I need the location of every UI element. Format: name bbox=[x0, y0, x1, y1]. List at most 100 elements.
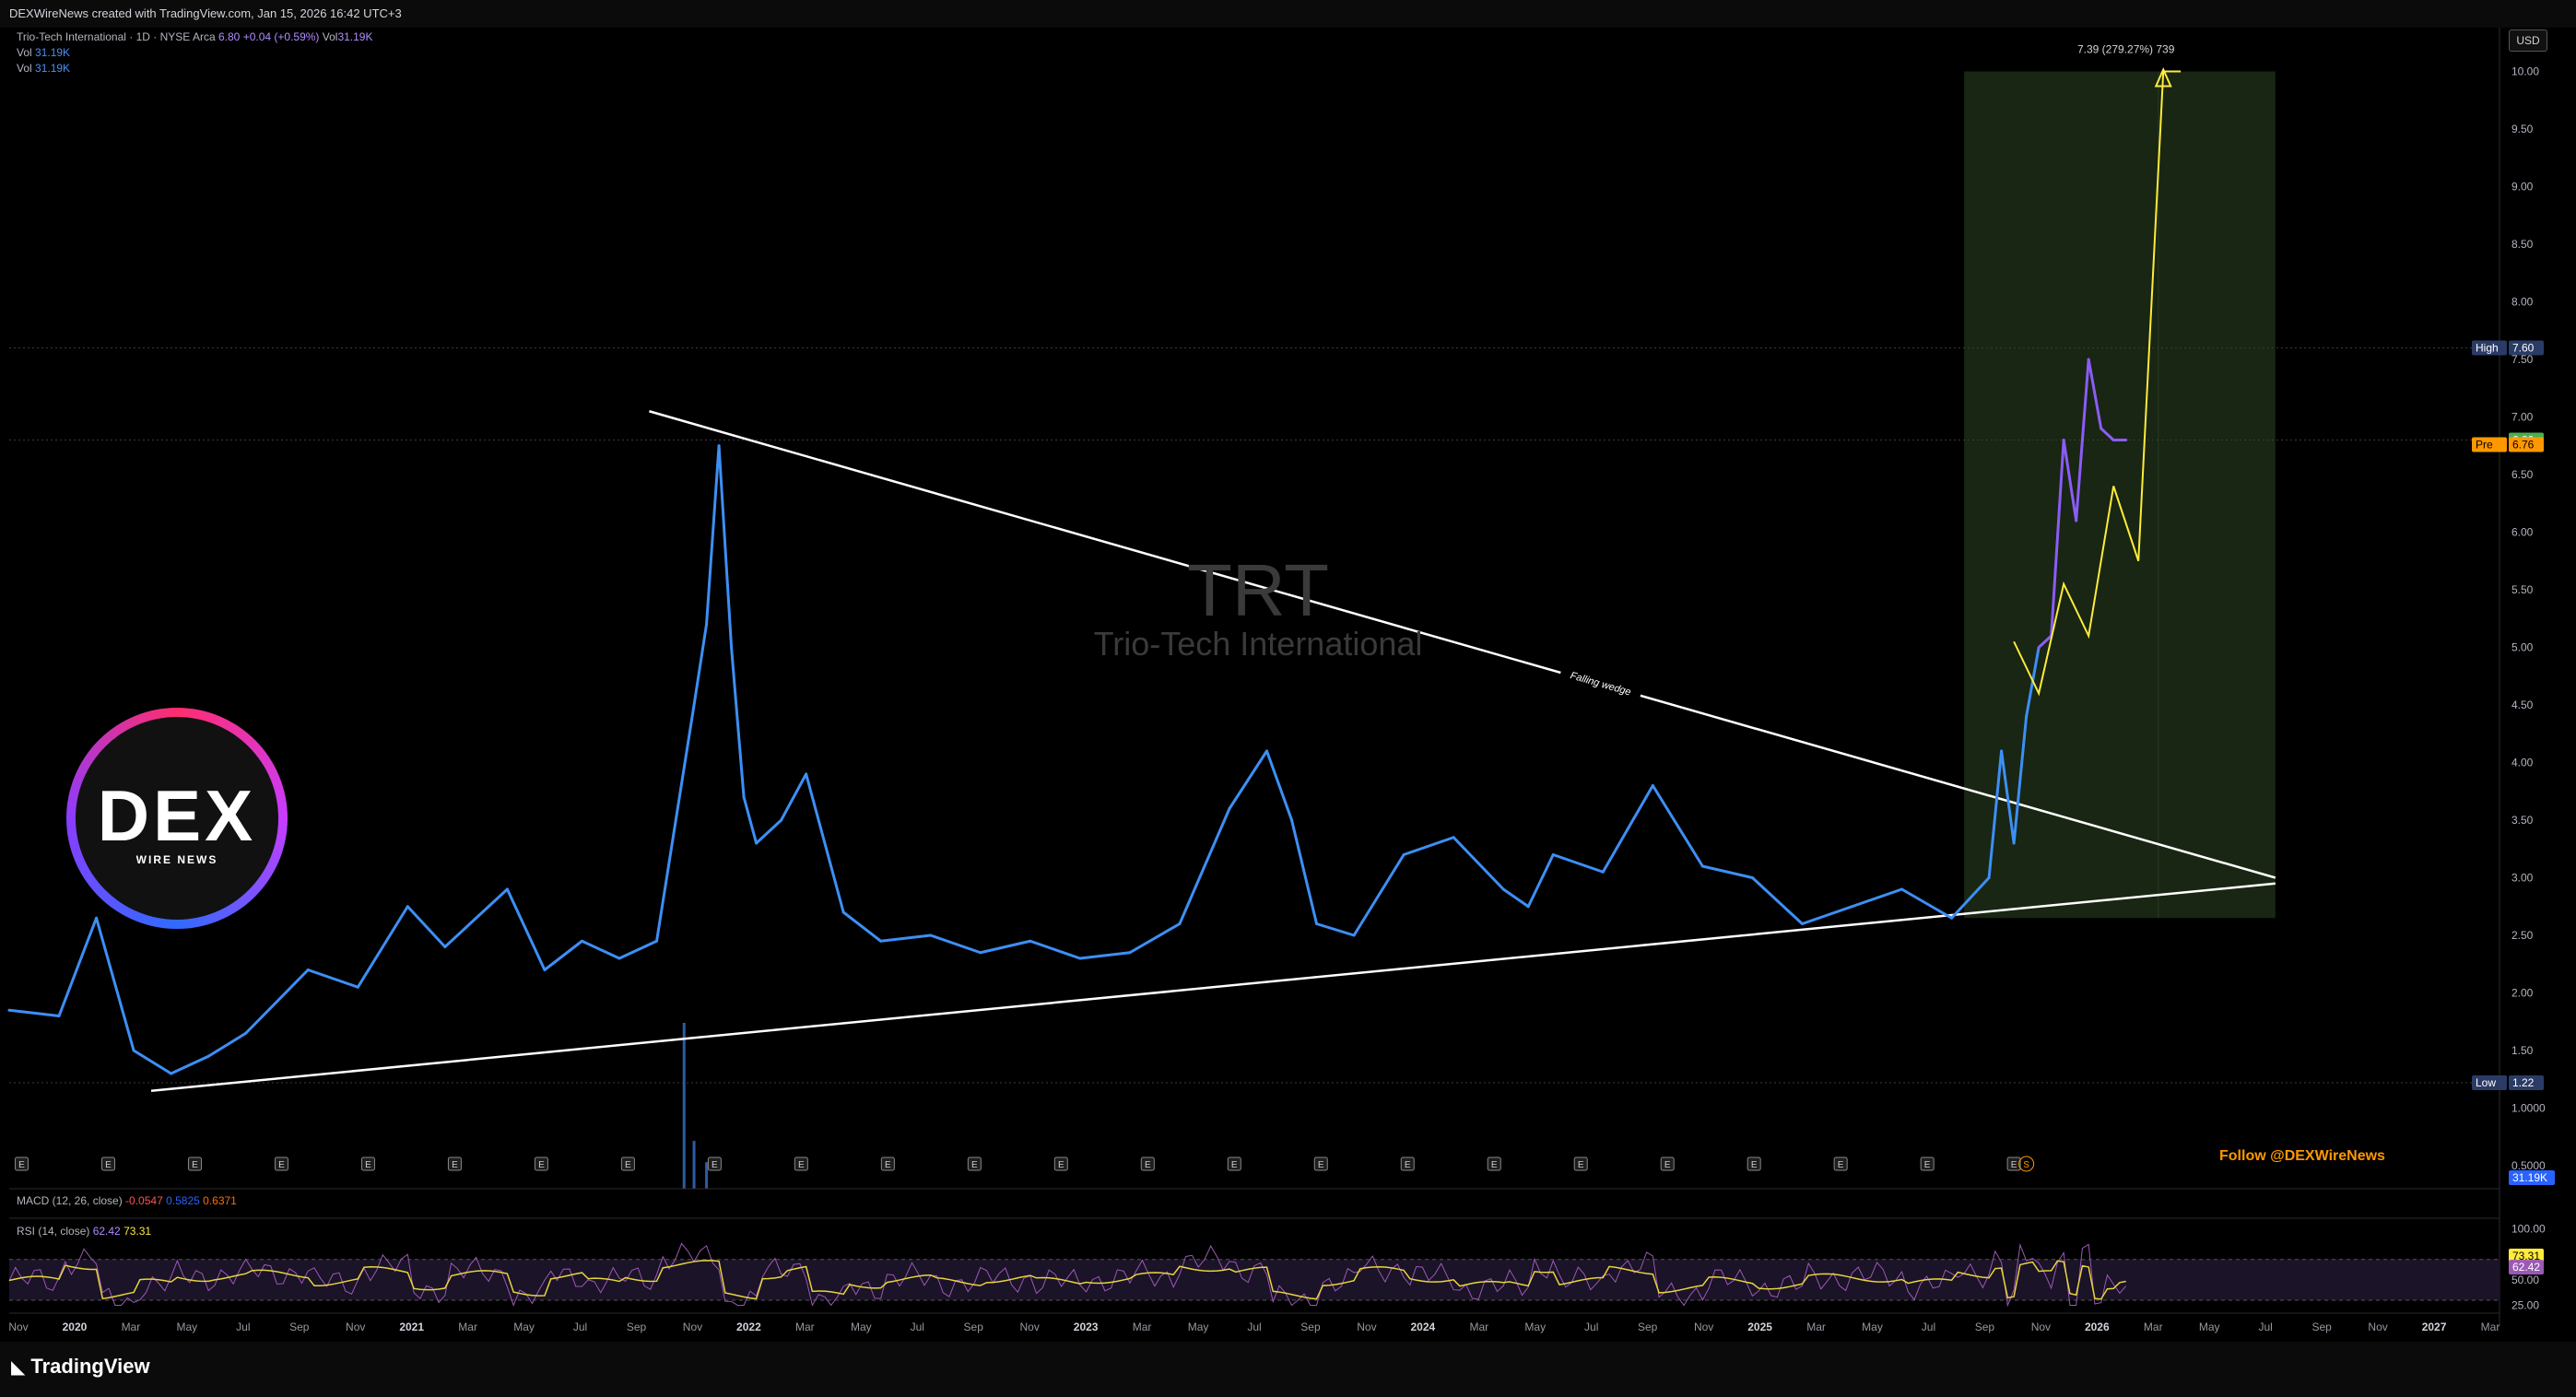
x-tick-label: Sep bbox=[2311, 1321, 2332, 1333]
x-tick-label: May bbox=[177, 1321, 198, 1333]
y-tick-label: 8.00 bbox=[2511, 296, 2534, 309]
price-point bbox=[1078, 957, 1082, 960]
x-tick-label: Jul bbox=[1584, 1321, 1598, 1333]
tradingview-brand[interactable]: ◣ TradingView bbox=[11, 1355, 150, 1379]
x-tick-label: Mar bbox=[1469, 1321, 1488, 1333]
earnings-marker bbox=[1487, 1156, 1501, 1171]
price-marker-value-bg bbox=[2509, 340, 2544, 356]
macd-line-value: 0.5825 bbox=[166, 1194, 200, 1207]
projection-path bbox=[2013, 70, 2182, 697]
earnings-marker bbox=[1747, 1156, 1761, 1171]
x-tick-label: Nov bbox=[1694, 1321, 1713, 1333]
earnings-marker-label: E bbox=[18, 1160, 25, 1170]
y-tick-label: 4.50 bbox=[2511, 698, 2534, 711]
earnings-marker bbox=[967, 1156, 982, 1171]
price-point bbox=[443, 945, 447, 948]
earnings-marker bbox=[100, 1156, 115, 1171]
earnings-marker-label: E bbox=[1838, 1160, 1844, 1170]
price-point bbox=[356, 985, 359, 989]
vol-label[interactable]: Vol bbox=[17, 46, 32, 59]
price-point bbox=[1128, 951, 1132, 955]
y-tick-label: 3.00 bbox=[2511, 872, 2534, 885]
inline-vol-value: 31.19K bbox=[337, 30, 373, 43]
y-tick-label: 2.50 bbox=[2511, 929, 2534, 942]
y-tick-label: 1.50 bbox=[2511, 1044, 2534, 1057]
logo-subtext: WIRE NEWS bbox=[135, 853, 218, 866]
price-point bbox=[717, 444, 721, 448]
x-tick-label: Jul bbox=[911, 1321, 924, 1333]
price-point bbox=[1601, 870, 1605, 874]
x-tick-label: Sep bbox=[964, 1321, 984, 1333]
price-point bbox=[1501, 887, 1505, 891]
earnings-marker bbox=[880, 1156, 895, 1171]
x-tick-label: May bbox=[513, 1321, 535, 1333]
earnings-marker-label: E bbox=[1231, 1160, 1238, 1170]
dividend-marker-label: S bbox=[2023, 1160, 2029, 1170]
x-tick-label: May bbox=[2199, 1321, 2220, 1333]
price-point bbox=[2012, 841, 2016, 845]
price-point bbox=[1178, 922, 1182, 925]
price-marker-label: High bbox=[2476, 342, 2499, 355]
x-tick-label: 2024 bbox=[1411, 1321, 1436, 1333]
x-tick-label: Nov bbox=[1020, 1321, 1040, 1333]
rsi-legend[interactable]: RSI (14, close) 62.42 73.31 bbox=[17, 1225, 151, 1238]
price-point bbox=[244, 1031, 248, 1035]
earnings-marker-label: E bbox=[712, 1160, 718, 1170]
x-tick-label: Sep bbox=[1300, 1321, 1321, 1333]
x-tick-label: May bbox=[1188, 1321, 1209, 1333]
price-point bbox=[1551, 853, 1555, 856]
currency-button[interactable]: USD bbox=[2509, 29, 2547, 52]
symbol-title[interactable]: Trio-Tech International · 1D · NYSE Arca bbox=[17, 30, 216, 43]
x-tick-label: 2027 bbox=[2422, 1321, 2447, 1333]
y-tick-label: 2.00 bbox=[2511, 987, 2534, 1000]
earnings-marker-label: E bbox=[1145, 1160, 1151, 1170]
volume-bar bbox=[705, 1162, 709, 1189]
x-tick-label: Nov bbox=[2031, 1321, 2051, 1333]
watermark-name: Trio-Tech International bbox=[1093, 625, 1423, 663]
price-point bbox=[1352, 933, 1356, 937]
rsi-value-marker: 62.42 bbox=[2512, 1261, 2540, 1274]
x-tick-label: 2025 bbox=[1747, 1321, 1772, 1333]
macd-legend[interactable]: MACD (12, 26, close) -0.0547 0.5825 0.63… bbox=[17, 1194, 237, 1207]
earnings-marker-label: E bbox=[1664, 1160, 1671, 1170]
price-point bbox=[755, 841, 759, 845]
rsi-ma-line bbox=[8, 1260, 2126, 1300]
credit-text: DEXWireNews created with TradingView.com… bbox=[9, 6, 402, 20]
price-point bbox=[655, 939, 659, 943]
price-point bbox=[805, 772, 808, 776]
target-zone bbox=[1964, 71, 2276, 919]
volume-bar bbox=[692, 1141, 696, 1189]
x-tick-label: Mar bbox=[2144, 1321, 2163, 1333]
y-tick-label: 6.50 bbox=[2511, 468, 2534, 481]
macd-label: MACD (12, 26, close) bbox=[17, 1194, 123, 1207]
rsi-tick-label: 25.00 bbox=[2511, 1298, 2539, 1311]
price-marker-label-bg bbox=[2472, 340, 2507, 356]
earnings-marker bbox=[447, 1156, 462, 1171]
x-tick-label: Mar bbox=[122, 1321, 141, 1333]
trendline-label-bg bbox=[1559, 664, 1643, 702]
trendline bbox=[150, 882, 2276, 1092]
price-point bbox=[132, 1049, 135, 1052]
price-point bbox=[170, 1072, 173, 1075]
earnings-marker-label: E bbox=[971, 1160, 978, 1170]
price-point bbox=[1290, 818, 1294, 822]
last-price: 6.80 bbox=[218, 30, 241, 43]
y-tick-label: 4.00 bbox=[2511, 757, 2534, 769]
y-tick-label: 5.00 bbox=[2511, 641, 2534, 654]
price-point bbox=[1850, 905, 1853, 909]
earnings-marker bbox=[707, 1156, 722, 1171]
x-tick-label: May bbox=[1524, 1321, 1546, 1333]
earnings-marker-label: E bbox=[192, 1160, 198, 1170]
price-point bbox=[2111, 439, 2115, 441]
x-tick-label: Sep bbox=[1638, 1321, 1658, 1333]
vol-label-2[interactable]: Vol bbox=[17, 62, 32, 75]
y-tick-label: 6.00 bbox=[2511, 526, 2534, 539]
earnings-marker bbox=[15, 1156, 29, 1171]
price-point bbox=[2100, 427, 2103, 430]
rsi-tick-label: 50.00 bbox=[2511, 1274, 2539, 1286]
y-tick-label: 7.00 bbox=[2511, 411, 2534, 424]
price-marker-value: 7.60 bbox=[2512, 342, 2535, 355]
price-point bbox=[1950, 916, 1954, 920]
price-point bbox=[505, 887, 509, 891]
